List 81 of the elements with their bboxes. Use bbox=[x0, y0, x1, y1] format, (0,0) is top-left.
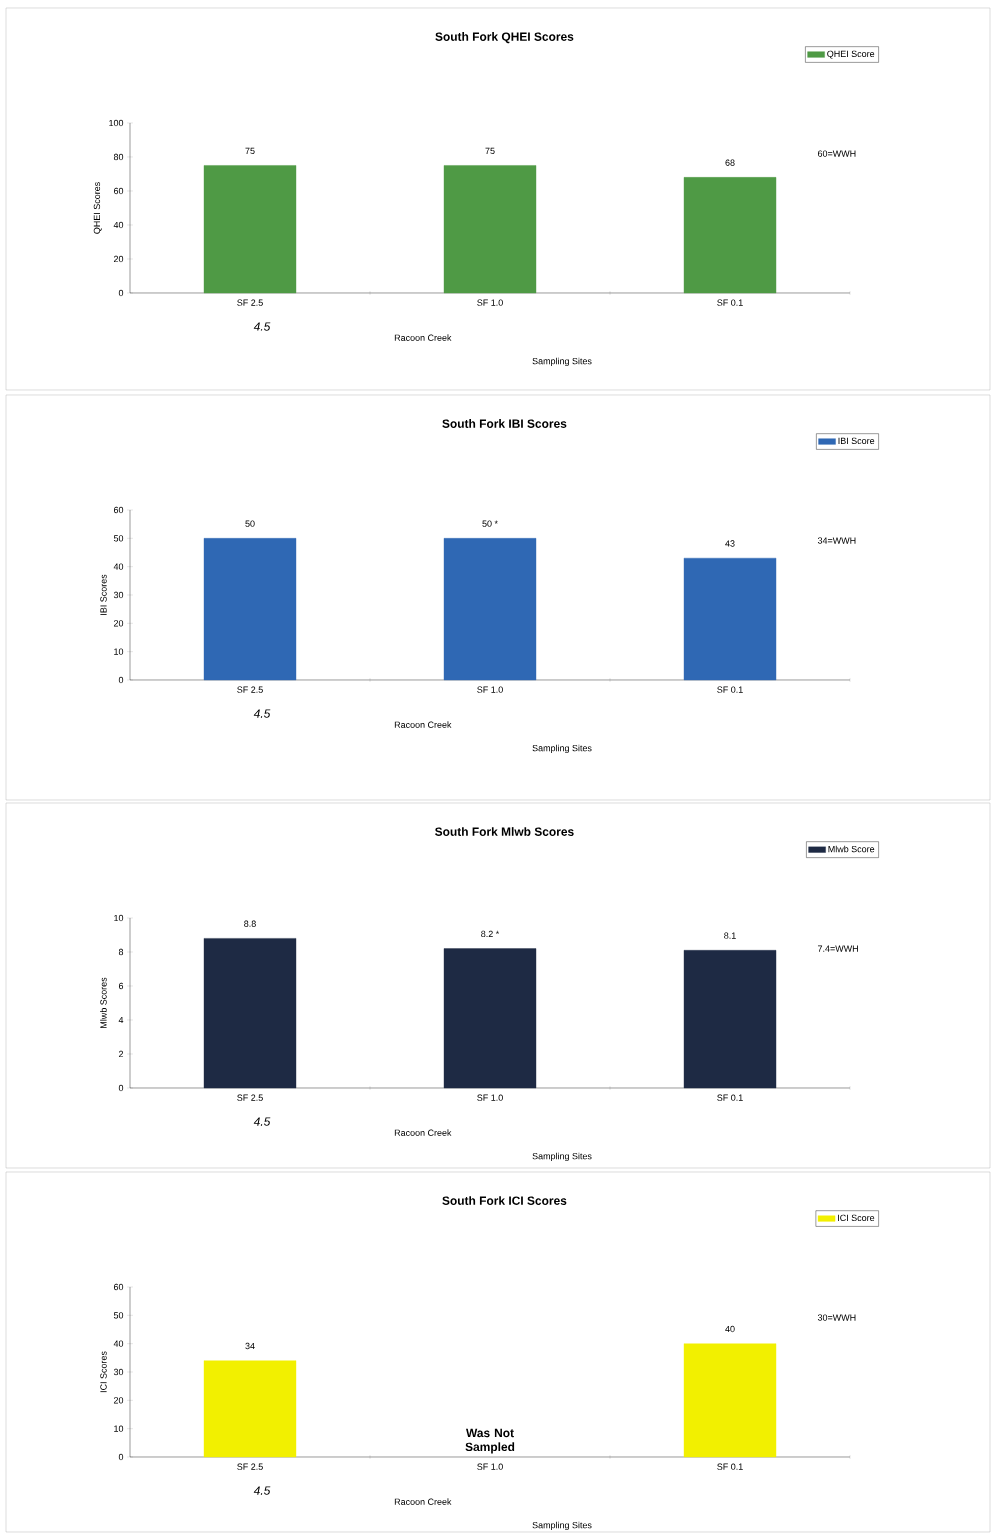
y-tick-label: 0 bbox=[118, 289, 124, 297]
text: 4.5 bbox=[253, 1117, 271, 1126]
y-tick-label: 10 bbox=[114, 1425, 124, 1432]
x-axis-title: Sampling Sites bbox=[532, 1152, 592, 1162]
y-tick-label: 50 bbox=[113, 535, 124, 542]
legend-label: ICI Score bbox=[838, 1214, 875, 1222]
data-label: 40 bbox=[725, 1325, 735, 1333]
chart-title: South Fork QHEI Scores bbox=[435, 32, 574, 44]
y-tick-label: 10 bbox=[114, 914, 124, 922]
y-tick-label: 30 bbox=[113, 591, 124, 599]
y-axis-title: Mlwb Scores bbox=[100, 977, 107, 1028]
text: 4.5 bbox=[253, 322, 271, 331]
y-tick-label: 0 bbox=[118, 1084, 124, 1092]
data-label: 43 bbox=[725, 540, 735, 547]
y-tick-label: 8 bbox=[118, 948, 124, 956]
y-axis-title: IBI Scores bbox=[100, 574, 107, 615]
annotation: 60=WWH bbox=[817, 150, 856, 157]
y-tick-label: 60 bbox=[113, 506, 124, 514]
y-axis-title: QHEI Scores bbox=[93, 182, 102, 234]
legend-label: QHEI Score bbox=[827, 50, 875, 59]
y-tick-label: 20 bbox=[113, 1397, 124, 1404]
y-tick-label: 20 bbox=[113, 620, 124, 627]
y-tick-label: 6 bbox=[118, 982, 124, 990]
y-tick-label: 0 bbox=[118, 676, 124, 684]
y-tick-label: 40 bbox=[113, 221, 124, 229]
y-axis-title: ICI Scores bbox=[100, 1351, 107, 1393]
data-label: 68 bbox=[725, 159, 735, 166]
data-label: 75 bbox=[245, 147, 255, 154]
data-label: 8.8 bbox=[244, 920, 256, 927]
data-label: 8.2 * bbox=[481, 930, 500, 938]
x-tick-label: SF 1.0 bbox=[477, 686, 503, 693]
y-tick-label: 40 bbox=[113, 563, 124, 570]
y-tick-label: 40 bbox=[113, 1340, 124, 1347]
x-tick-label: SF 0.1 bbox=[717, 1094, 743, 1101]
annotation: 34=WWH bbox=[817, 537, 856, 544]
y-tick-label: 50 bbox=[113, 1312, 124, 1319]
legend-label: IBI Score bbox=[838, 437, 875, 445]
y-tick-label: 0 bbox=[118, 1453, 124, 1461]
text: 4.5 bbox=[253, 709, 271, 718]
chart-title: South Fork IBI Scores bbox=[442, 419, 567, 428]
chart-title: South Fork ICI Scores bbox=[442, 1196, 567, 1205]
x-tick-label: SF 1.0 bbox=[477, 1094, 503, 1101]
bar bbox=[443, 948, 537, 1089]
data-label: 8.1 bbox=[724, 932, 736, 939]
x-tick-label: SF 0.1 bbox=[717, 686, 743, 693]
bar bbox=[203, 938, 297, 1089]
x-tick-label: SF 2.5 bbox=[237, 1463, 263, 1470]
data-label: 50 * bbox=[482, 520, 498, 527]
text: 4.5 bbox=[253, 1486, 271, 1495]
bar bbox=[683, 950, 777, 1089]
y-tick-label: 60 bbox=[113, 1283, 124, 1291]
y-tick-label: 20 bbox=[113, 255, 124, 263]
text: Racoon Creek bbox=[394, 721, 452, 728]
chart-title: South Fork Mlwb Scores bbox=[435, 827, 574, 836]
annotation: Was Not Sampled bbox=[465, 1428, 515, 1454]
y-tick-label: 100 bbox=[109, 119, 124, 127]
x-axis-title: Sampling Sites bbox=[532, 744, 592, 754]
x-tick-label: SF 1.0 bbox=[477, 1463, 503, 1470]
x-tick-label: SF 2.5 bbox=[237, 299, 263, 306]
x-axis-title: Sampling Sites bbox=[532, 357, 592, 367]
text: Racoon Creek bbox=[394, 1498, 452, 1505]
y-tick-label: 60 bbox=[113, 187, 124, 195]
y-tick-label: 80 bbox=[113, 153, 124, 161]
x-tick-label: SF 0.1 bbox=[717, 299, 743, 306]
data-label: 34 bbox=[245, 1342, 255, 1350]
data-label: 75 bbox=[485, 147, 495, 154]
annotation: 7.4=WWH bbox=[817, 945, 858, 952]
x-tick-label: SF 2.5 bbox=[237, 1094, 263, 1101]
x-tick-label: SF 0.1 bbox=[717, 1463, 743, 1470]
y-tick-label: 2 bbox=[118, 1050, 124, 1058]
annotation: 30=WWH bbox=[817, 1314, 856, 1321]
y-tick-label: 30 bbox=[113, 1368, 124, 1376]
legend-label: Mlwb Score bbox=[828, 845, 875, 853]
text: Racoon Creek bbox=[394, 334, 452, 341]
x-tick-label: SF 1.0 bbox=[477, 299, 503, 306]
text: Racoon Creek bbox=[394, 1129, 452, 1136]
data-label: 50 bbox=[245, 520, 255, 527]
x-tick-label: SF 2.5 bbox=[237, 686, 263, 693]
y-tick-label: 10 bbox=[114, 648, 124, 655]
y-tick-label: 4 bbox=[118, 1016, 124, 1024]
x-axis-title: Sampling Sites bbox=[532, 1521, 592, 1531]
